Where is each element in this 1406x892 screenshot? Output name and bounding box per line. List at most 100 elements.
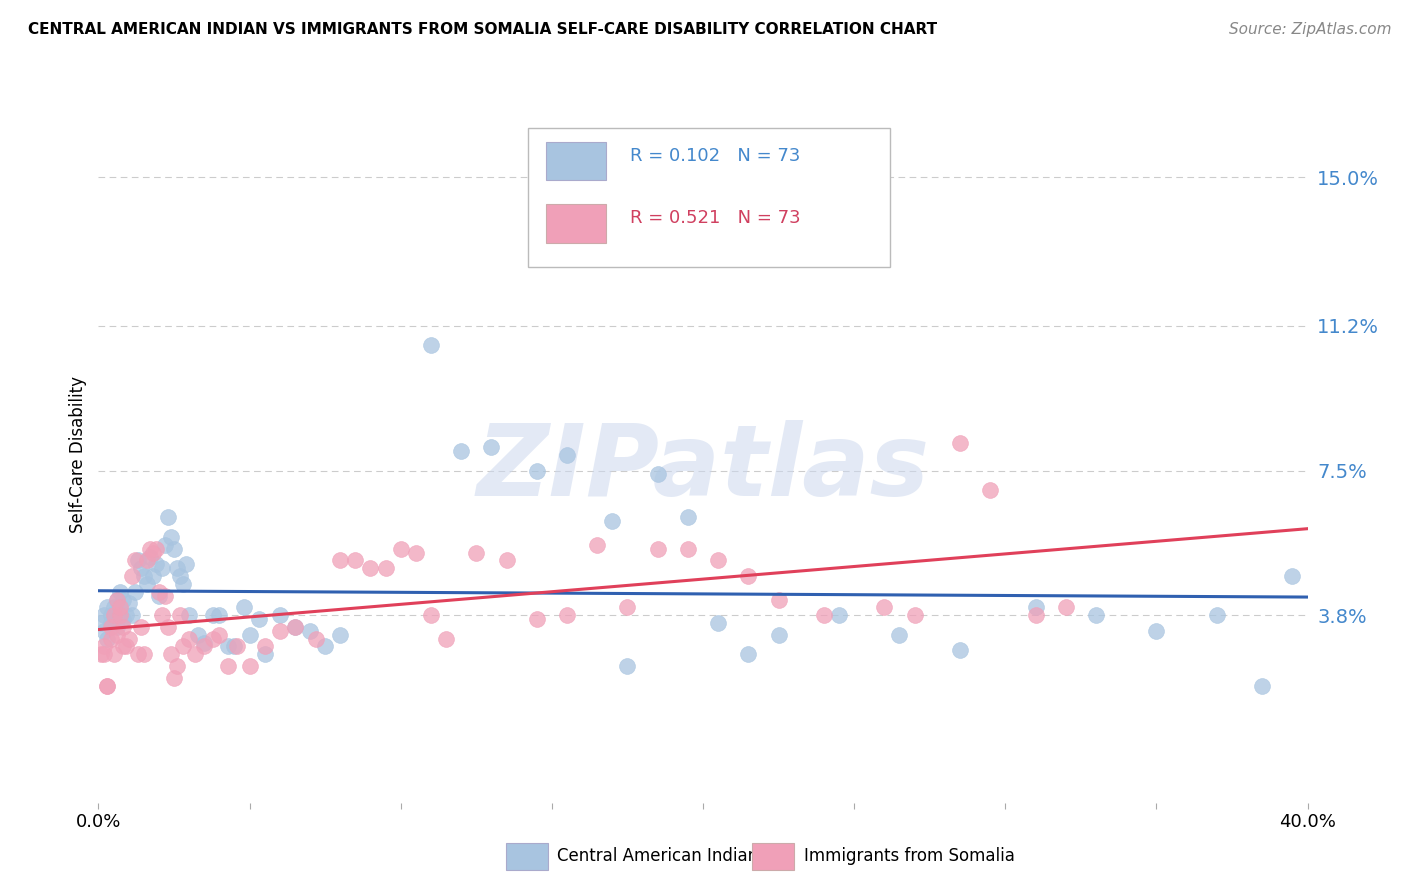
Point	[329, 553, 352, 567]
Point	[135, 553, 157, 567]
Point	[93, 640, 115, 654]
Point	[93, 647, 115, 661]
Point	[434, 632, 457, 646]
Point	[150, 561, 173, 575]
Point	[314, 640, 336, 654]
Point	[208, 608, 231, 623]
Point	[103, 647, 125, 661]
Point	[949, 436, 972, 450]
Point	[217, 659, 239, 673]
Point	[420, 608, 443, 623]
Point	[481, 440, 503, 454]
Point	[129, 561, 152, 575]
Text: R = 0.521   N = 73: R = 0.521 N = 73	[630, 210, 801, 227]
Point	[105, 628, 128, 642]
Text: ZIPatlas: ZIPatlas	[477, 420, 929, 517]
Point	[129, 620, 152, 634]
Point	[160, 530, 183, 544]
Point	[647, 541, 669, 556]
Point	[118, 597, 141, 611]
Point	[450, 444, 472, 458]
Point	[360, 561, 382, 575]
Point	[602, 514, 624, 528]
Point	[96, 679, 118, 693]
Point	[100, 620, 122, 634]
Point	[253, 647, 276, 661]
Point	[284, 620, 307, 634]
Point	[108, 584, 131, 599]
Point	[179, 632, 201, 646]
Text: R = 0.102   N = 73: R = 0.102 N = 73	[630, 147, 801, 165]
Point	[226, 640, 249, 654]
Point	[118, 632, 141, 646]
Point	[103, 612, 125, 626]
Point	[90, 615, 112, 630]
Point	[737, 569, 759, 583]
Point	[208, 628, 231, 642]
Point	[707, 553, 730, 567]
FancyBboxPatch shape	[527, 128, 890, 267]
Point	[169, 569, 191, 583]
Point	[676, 541, 699, 556]
Point	[153, 589, 176, 603]
Point	[202, 632, 225, 646]
Point	[103, 608, 125, 623]
Point	[193, 640, 215, 654]
Text: Source: ZipAtlas.com: Source: ZipAtlas.com	[1229, 22, 1392, 37]
Point	[1144, 624, 1167, 638]
Point	[105, 620, 128, 634]
Point	[127, 647, 149, 661]
Point	[105, 592, 128, 607]
Point	[586, 538, 609, 552]
Text: CENTRAL AMERICAN INDIAN VS IMMIGRANTS FROM SOMALIA SELF-CARE DISABILITY CORRELAT: CENTRAL AMERICAN INDIAN VS IMMIGRANTS FR…	[28, 22, 938, 37]
Point	[121, 569, 143, 583]
Point	[145, 541, 167, 556]
Point	[108, 600, 131, 615]
Point	[121, 608, 143, 623]
Point	[114, 608, 136, 623]
Point	[150, 608, 173, 623]
Point	[111, 640, 134, 654]
Point	[148, 584, 170, 599]
Point	[100, 608, 122, 623]
Point	[768, 628, 790, 642]
Point	[132, 569, 155, 583]
Point	[93, 624, 115, 638]
Point	[148, 589, 170, 603]
Point	[232, 600, 254, 615]
Point	[169, 608, 191, 623]
Point	[1024, 600, 1046, 615]
Point	[813, 608, 835, 623]
Point	[174, 558, 197, 572]
Point	[100, 615, 122, 630]
Point	[1206, 608, 1229, 623]
Point	[299, 624, 322, 638]
Point	[555, 448, 578, 462]
Point	[163, 541, 186, 556]
Point	[495, 553, 517, 567]
Point	[284, 620, 307, 634]
Point	[949, 643, 972, 657]
Point	[172, 577, 194, 591]
Point	[166, 561, 188, 575]
Point	[526, 612, 548, 626]
Point	[142, 569, 165, 583]
Point	[90, 647, 112, 661]
Point	[166, 659, 188, 673]
Point	[405, 546, 427, 560]
Point	[153, 538, 176, 552]
Point	[187, 628, 209, 642]
Point	[156, 510, 179, 524]
Point	[114, 640, 136, 654]
Point	[160, 647, 183, 661]
Point	[139, 541, 162, 556]
Point	[193, 635, 215, 649]
Point	[873, 600, 896, 615]
Point	[526, 464, 548, 478]
Point	[224, 640, 246, 654]
Point	[305, 632, 328, 646]
Point	[145, 558, 167, 572]
Point	[135, 577, 157, 591]
Point	[1251, 679, 1274, 693]
Point	[100, 632, 122, 646]
